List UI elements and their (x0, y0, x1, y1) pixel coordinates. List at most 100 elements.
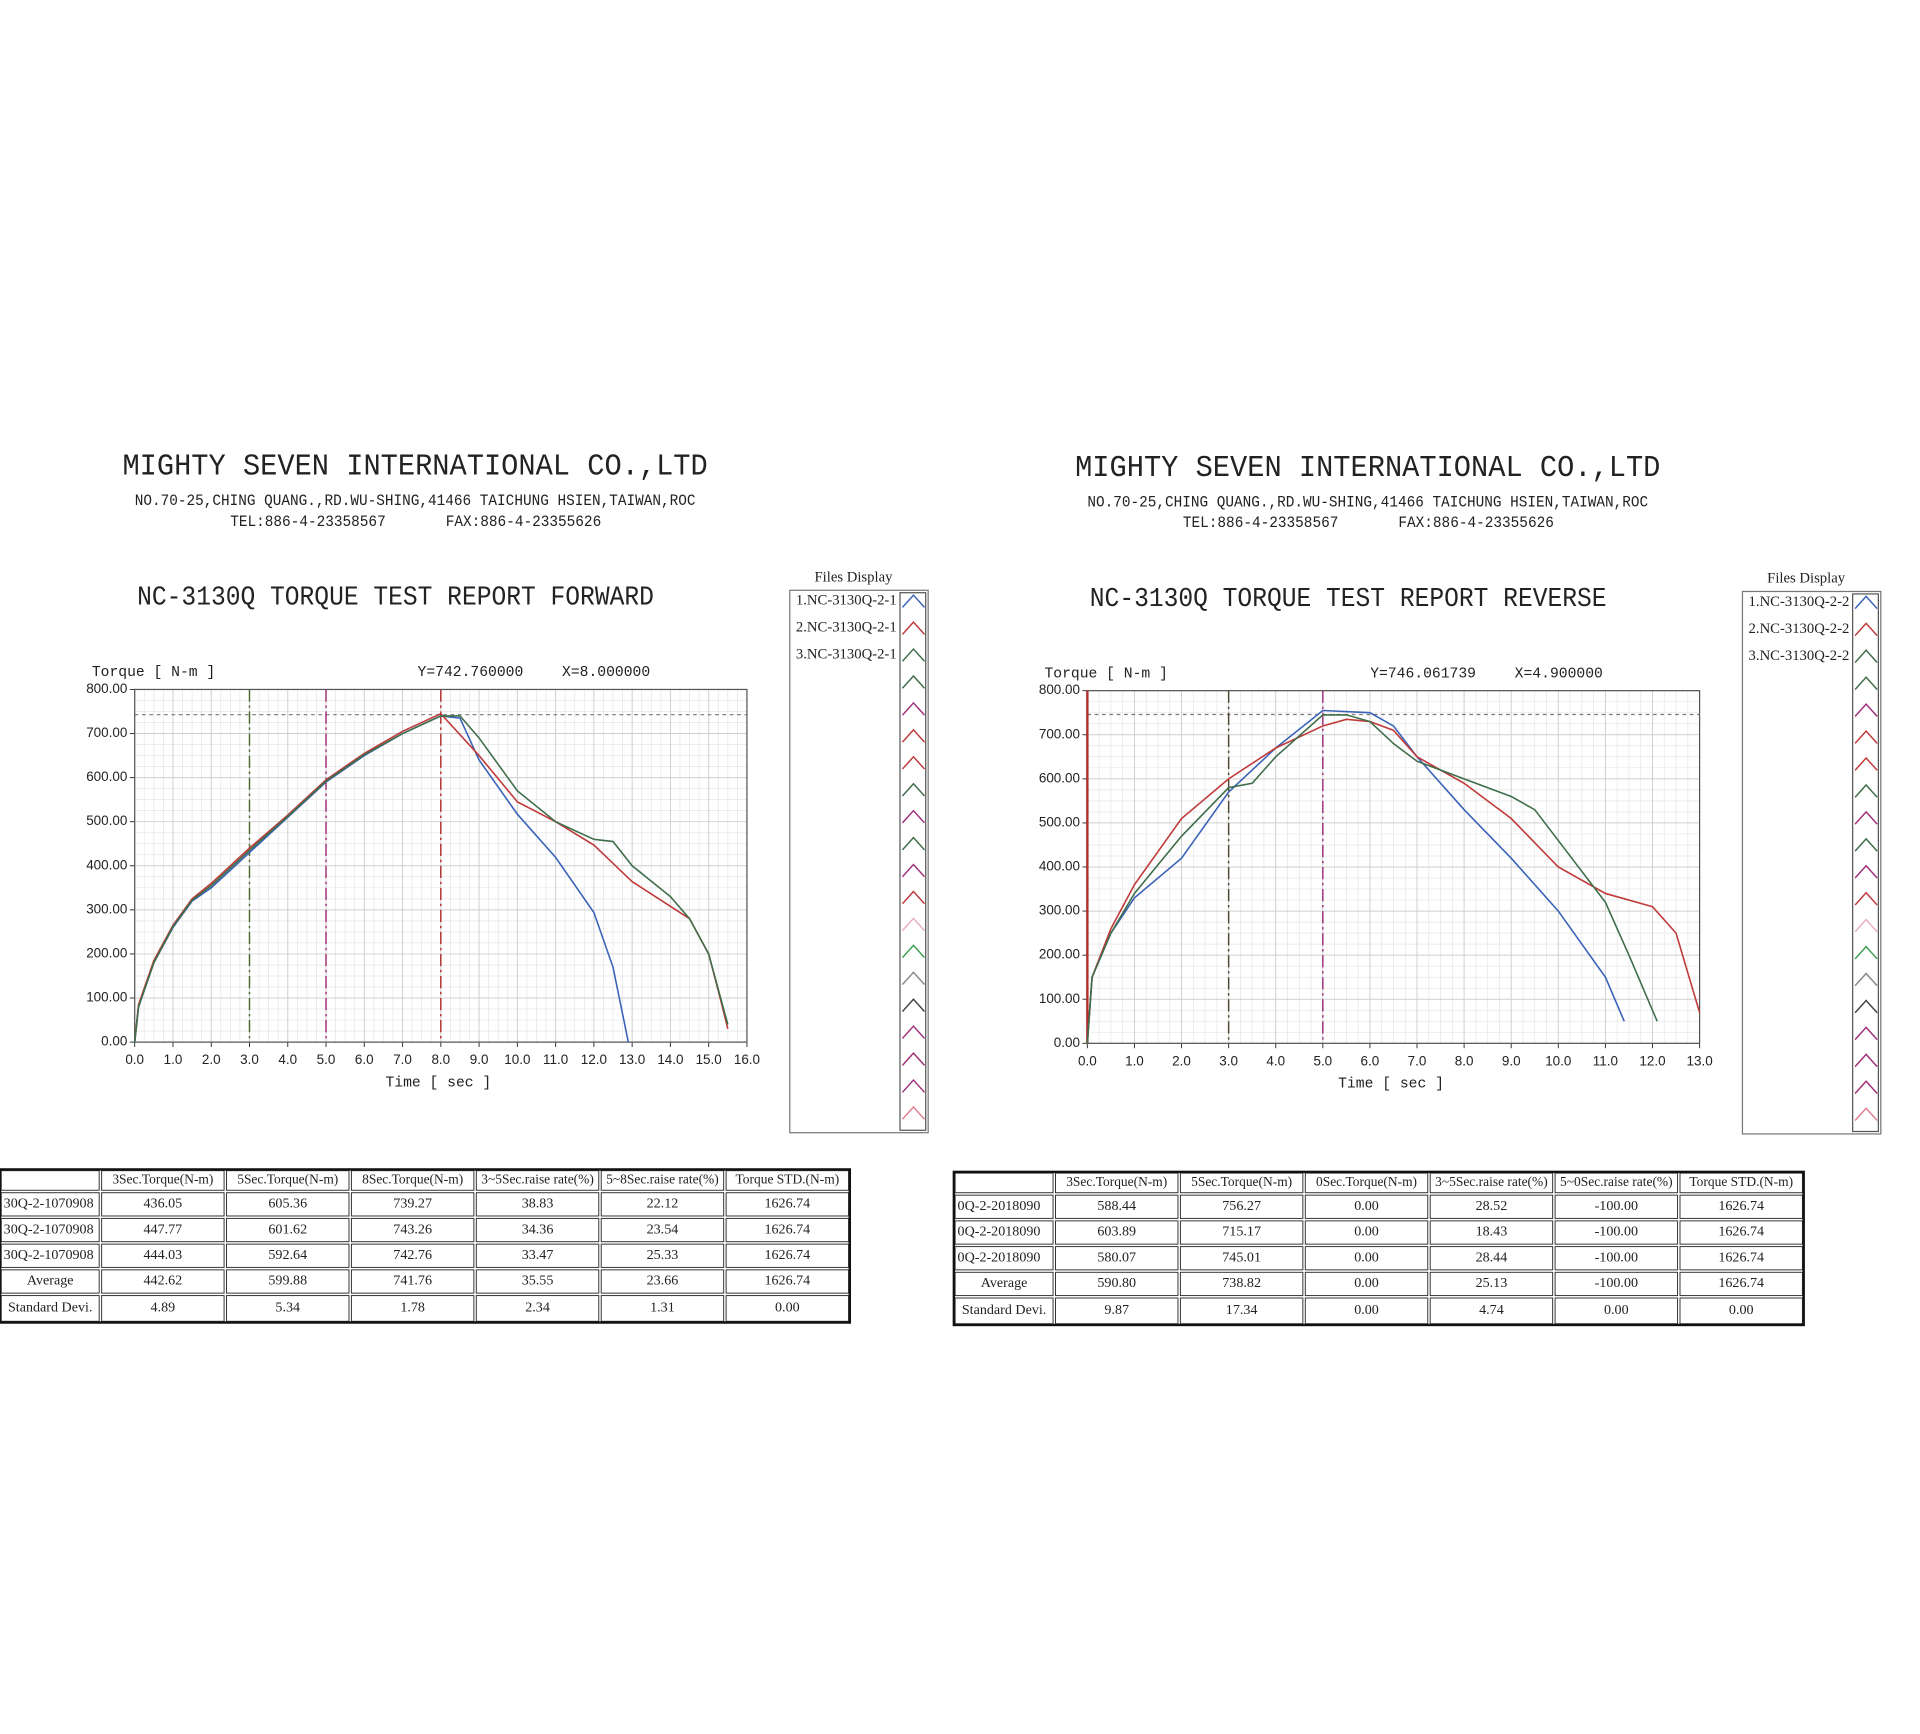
x-tick-label: 5.0 (1313, 1053, 1332, 1068)
table-cell (1055, 1220, 1179, 1245)
x-tick-label: 15.0 (696, 1052, 722, 1067)
x-tick-label: 8.0 (1455, 1053, 1474, 1068)
row-label: 30Q-2-1070908 (4, 1247, 94, 1263)
file-icon (1854, 703, 1878, 717)
table-cell (101, 1192, 225, 1217)
series-line (133, 715, 729, 1043)
legend-entry[interactable]: 3.NC-3130Q-2-2 (1749, 648, 1850, 664)
data-table: 3Sec.Torque(N-m) 5Sec.Torque(N-m) 8Sec.Tor… (0, 1168, 852, 1324)
report-title: NC-3130Q TORQUE TEST REPORT FORWARD (137, 584, 654, 614)
table-cell (101, 1295, 225, 1322)
table-cell (1304, 1246, 1429, 1271)
legend-entry[interactable]: 1.NC-3130Q-2-1 (796, 593, 897, 609)
y-tick-label: 0.00 (101, 1034, 127, 1049)
table-cell (1554, 1246, 1679, 1271)
y-tick-label: 500.00 (1039, 814, 1080, 829)
legend-entry[interactable]: 2.NC-3130Q-2-1 (796, 620, 897, 636)
table-value: 1626.74 (1718, 1198, 1764, 1214)
table-value: 0.00 (1354, 1275, 1379, 1291)
report: MIGHTY SEVEN INTERNATIONAL CO.,LTD NO.70-… (952, 452, 1882, 1327)
table-cell (1429, 1297, 1554, 1325)
x-tick-label: 9.0 (1502, 1053, 1521, 1068)
table-cell (1055, 1246, 1179, 1271)
table-cell (1429, 1220, 1554, 1245)
table-header: 5Sec.Torque(N-m) (237, 1172, 338, 1187)
table-cell (954, 1172, 1054, 1194)
table-value: 0.00 (1604, 1302, 1629, 1318)
y-tick-label: 600.00 (1039, 770, 1080, 785)
table-value: 599.88 (268, 1273, 307, 1289)
table-value: 4.74 (1479, 1302, 1504, 1318)
files-panel (789, 589, 929, 1134)
table-cell (1304, 1271, 1429, 1297)
table-value: -100.00 (1595, 1275, 1638, 1291)
table-cell (600, 1295, 725, 1322)
file-icon (1854, 756, 1878, 771)
y-tick-label: 200.00 (86, 946, 127, 961)
y-tick-label: 100.00 (1039, 991, 1080, 1006)
cursor-y-readout: Y=746.061739 (1370, 666, 1476, 682)
file-icon (1854, 1107, 1878, 1121)
table-cell (226, 1269, 350, 1294)
row-label: 0Q-2-2018090 (958, 1224, 1041, 1240)
table-cell (475, 1243, 600, 1268)
table-header: 5~8Sec.raise rate(%) (606, 1172, 719, 1187)
table-value: 603.89 (1097, 1224, 1136, 1240)
table-border (952, 1170, 1805, 1327)
table-value: 756.27 (1222, 1198, 1261, 1214)
table-value: 5.34 (275, 1300, 300, 1316)
table-header: Torque STD.(N-m) (736, 1172, 840, 1187)
table-border (0, 1168, 852, 1324)
x-tick-label: 12.0 (1639, 1053, 1665, 1068)
table-value: 588.44 (1097, 1198, 1136, 1214)
company-tel: TEL:886-4-23358567 (1183, 514, 1339, 532)
company-tel: TEL:886-4-23358567 (230, 513, 386, 531)
file-icon (1854, 783, 1878, 798)
file-icon (1854, 837, 1878, 852)
x-tick-label: 13.0 (1686, 1053, 1712, 1068)
x-tick-label: 6.0 (355, 1052, 374, 1067)
table-cell (1554, 1271, 1679, 1297)
table-value: 1626.74 (764, 1247, 810, 1263)
file-icon (1854, 1053, 1878, 1068)
file-icon (1854, 595, 1878, 610)
table-value: 605.36 (268, 1196, 307, 1212)
table-value: 34.36 (522, 1221, 554, 1237)
x-tick-label: 8.0 (431, 1052, 450, 1067)
company-fax: FAX:886-4-23355626 (446, 513, 602, 531)
legend-entry[interactable]: 1.NC-3130Q-2-2 (1749, 594, 1850, 610)
table-cell (1179, 1194, 1304, 1219)
table-cell (1179, 1246, 1304, 1271)
file-icon (901, 647, 926, 662)
file-icon (1854, 972, 1878, 987)
table-cell (600, 1269, 725, 1294)
table-header: 3Sec.Torque(N-m) (1066, 1174, 1167, 1189)
table-value: 580.07 (1097, 1249, 1136, 1265)
company-address: NO.70-25,CHING QUANG.,RD.WU-SHING,41466 … (135, 492, 696, 510)
table-value: 741.76 (393, 1273, 432, 1289)
table-header: 5Sec.Torque(N-m) (1191, 1174, 1292, 1189)
file-icon (901, 890, 926, 905)
table-cell (1554, 1194, 1679, 1219)
table-cell (475, 1217, 600, 1243)
legend-entry[interactable]: 2.NC-3130Q-2-2 (1749, 621, 1850, 637)
table-value: 17.34 (1226, 1302, 1258, 1318)
x-tick-label: 9.0 (470, 1052, 489, 1067)
table-value: 23.66 (647, 1273, 679, 1289)
y-tick-label: 100.00 (86, 990, 127, 1005)
row-label: 0Q-2-2018090 (958, 1249, 1041, 1265)
cursor-x-readout: X=8.000000 (562, 665, 650, 681)
table-cell (1055, 1194, 1179, 1219)
legend-entry[interactable]: 3.NC-3130Q-2-1 (796, 647, 897, 663)
file-icon (901, 1052, 926, 1066)
table-cell (1179, 1271, 1304, 1297)
data-table: 3Sec.Torque(N-m) 5Sec.Torque(N-m) 0Sec.Tor… (952, 1170, 1805, 1327)
row-label: Standard Devi. (962, 1302, 1046, 1318)
table-cell (350, 1269, 475, 1294)
table-value: 592.64 (268, 1247, 307, 1263)
table-cell (1679, 1297, 1803, 1325)
files-icon-column (1852, 593, 1879, 1133)
table-value: 745.01 (1222, 1249, 1261, 1265)
table-value: 444.03 (143, 1247, 182, 1263)
table-value: 742.76 (393, 1247, 432, 1263)
